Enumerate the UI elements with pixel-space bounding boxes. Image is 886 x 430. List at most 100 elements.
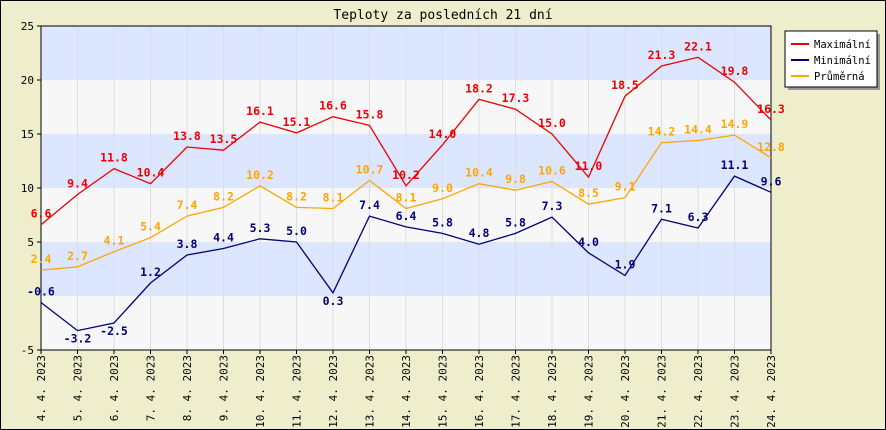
x-tick-label: 18. 4. 2023 [546, 355, 559, 428]
data-label: 16.6 [319, 99, 347, 113]
x-tick-label: 13. 4. 2023 [364, 355, 377, 428]
data-label: 6.4 [396, 209, 417, 223]
data-label: 15.1 [283, 115, 311, 129]
data-label: 15.0 [538, 116, 566, 130]
data-label: -2.5 [100, 324, 128, 338]
y-tick-label: 20 [21, 74, 34, 87]
data-label: 7.1 [651, 201, 672, 215]
data-label: 8.5 [578, 186, 599, 200]
data-label: 4.1 [104, 234, 125, 248]
data-label: 19.8 [721, 64, 749, 78]
data-label: 7.4 [359, 198, 380, 212]
x-tick-label: 10. 4. 2023 [254, 355, 267, 428]
series-lines [40, 56, 772, 332]
data-label: 14.9 [721, 117, 749, 131]
legend-entry: Minimální [814, 55, 871, 67]
data-label: 16.1 [246, 104, 274, 118]
data-label: 22.1 [684, 39, 712, 53]
data-label: 10.2 [392, 168, 420, 182]
data-label: 4.4 [213, 230, 234, 244]
data-label: 8.1 [396, 191, 417, 205]
data-label: 6.6 [31, 207, 52, 221]
x-tick-label: 24. 4. 2023 [765, 355, 778, 428]
data-label: 8.2 [213, 189, 234, 203]
data-label: 4.8 [469, 226, 490, 240]
data-label: 9.4 [67, 176, 88, 190]
x-tick-label: 4. 4. 2023 [35, 355, 48, 421]
data-label: 11.0 [575, 159, 603, 173]
data-label: 10.4 [137, 166, 165, 180]
x-tick-label: 23. 4. 2023 [729, 355, 742, 428]
x-tick-label: 21. 4. 2023 [656, 355, 669, 428]
data-label: 6.3 [688, 210, 709, 224]
y-tick-label: 15 [21, 128, 34, 141]
data-label: 10.6 [538, 164, 566, 178]
legend: Maximální Minimální Průměrná [784, 30, 880, 90]
x-tick-label: 8. 4. 2023 [181, 355, 194, 421]
data-label: 9.1 [615, 180, 636, 194]
data-label: 18.2 [465, 81, 493, 95]
data-label: 1.2 [140, 265, 161, 279]
x-tick-label: 11. 4. 2023 [291, 355, 304, 428]
x-tick-labels: 4. 4. 2023 5. 4. 2023 6. 4. 2023 7. 4. 2023… [35, 355, 778, 428]
series-line-3 [40, 134, 772, 271]
data-label: 10.7 [356, 162, 384, 176]
y-tick-label: -5 [21, 344, 34, 357]
data-labels: 6.6 9.4 11.8 10.4 13.8 13.5 16.1 15.1 16.6 15.8 10… [27, 39, 785, 345]
data-label: 16.3 [757, 102, 785, 116]
data-label: 1.9 [615, 257, 636, 271]
data-label: 14.2 [648, 125, 676, 139]
x-tick-label: 20. 4. 2023 [619, 355, 632, 428]
data-label: 17.3 [502, 91, 530, 105]
data-label: 4.0 [578, 235, 599, 249]
data-label: 21.3 [648, 48, 676, 62]
x-tick-label: 15. 4. 2023 [437, 355, 450, 428]
x-tick-label: 14. 4. 2023 [400, 355, 413, 428]
data-label: 15.8 [356, 107, 384, 121]
data-label: 12.8 [757, 140, 785, 154]
data-label: 11.8 [100, 151, 128, 165]
data-label: 10.2 [246, 168, 274, 182]
data-label: 8.2 [286, 189, 307, 203]
data-label: 11.1 [721, 158, 749, 172]
data-label: 13.8 [173, 129, 201, 143]
data-label: -3.2 [64, 332, 92, 346]
data-label: 0.3 [323, 294, 344, 308]
x-tick-label: 7. 4. 2023 [145, 355, 158, 421]
data-label: 9.0 [432, 181, 453, 195]
x-tick-label: 16. 4. 2023 [473, 355, 486, 428]
data-label: 9.6 [761, 174, 782, 188]
legend-entry: Maximální [814, 39, 871, 51]
x-tick-label: 5. 4. 2023 [72, 355, 85, 421]
data-label: 8.1 [323, 191, 344, 205]
data-label: 10.4 [465, 166, 493, 180]
data-label: 14.4 [684, 122, 712, 136]
y-tick-label: 5 [27, 236, 34, 249]
data-label: 5.8 [505, 215, 526, 229]
x-tick-label: 9. 4. 2023 [218, 355, 231, 421]
y-tick-labels: -5 5 10 15 20 25 [21, 20, 34, 357]
data-label: 2.4 [31, 252, 52, 266]
data-label: -0.6 [27, 284, 55, 298]
vertical-gridlines [77, 26, 735, 350]
data-label: 5.4 [140, 220, 161, 234]
series-line-2 [40, 175, 772, 332]
data-label: 14.0 [429, 127, 457, 141]
data-label: 5.0 [286, 224, 307, 238]
x-tick-label: 17. 4. 2023 [510, 355, 523, 428]
x-tick-label: 12. 4. 2023 [327, 355, 340, 428]
data-label: 5.3 [250, 221, 271, 235]
series-line-1 [40, 56, 772, 226]
x-tick-label: 19. 4. 2023 [583, 355, 596, 428]
y-tick-label: 10 [21, 182, 34, 195]
y-tick-label: 25 [21, 20, 34, 33]
data-label: 5.8 [432, 215, 453, 229]
axes [37, 25, 772, 354]
x-tick-label: 22. 4. 2023 [692, 355, 705, 428]
legend-box [784, 30, 878, 88]
data-label: 7.4 [177, 198, 198, 212]
data-label: 2.7 [67, 249, 88, 263]
data-label: 9.8 [505, 172, 526, 186]
